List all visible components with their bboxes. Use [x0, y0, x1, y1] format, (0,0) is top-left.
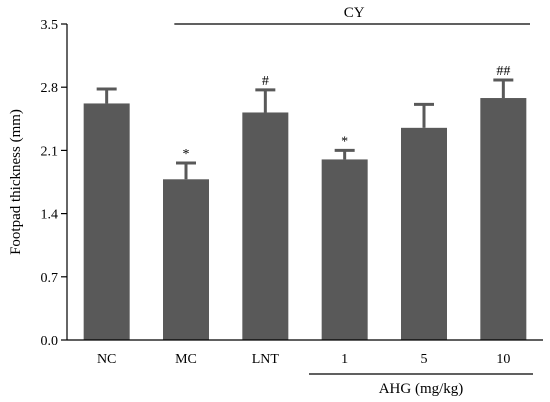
bars: * # * ##	[83, 64, 527, 340]
y-tick-label: 2.8	[41, 81, 59, 96]
x-axis: NC MC LNT 1 5 10	[67, 339, 543, 367]
significance-mark: *	[183, 147, 190, 162]
y-tick-label: 1.4	[41, 208, 59, 223]
group-brackets: CY AHG (mg/kg)	[174, 5, 533, 397]
y-tick-label: 0.0	[41, 334, 59, 349]
y-tick-label: 2.1	[41, 144, 59, 159]
x-tick-label: NC	[97, 352, 116, 367]
x-tick-label: 1	[341, 352, 348, 367]
significance-mark: *	[341, 134, 348, 149]
bar	[321, 159, 368, 340]
y-axis-title: Footpad thickness (mm)	[8, 109, 24, 255]
bar	[163, 179, 209, 340]
bar	[83, 103, 130, 340]
bar	[242, 112, 289, 340]
x-tick-label: MC	[175, 352, 197, 367]
bar	[480, 98, 527, 340]
x-tick-label: 10	[496, 352, 510, 367]
ahg-group-label: AHG (mg/kg)	[379, 381, 464, 397]
bar	[401, 127, 447, 340]
y-axis: 0.0 0.7 1.4 2.1 2.8 3.5	[41, 18, 68, 349]
x-tick-label: 5	[421, 352, 428, 367]
y-tick-label: 0.7	[41, 271, 59, 286]
y-tick-label: 3.5	[41, 18, 59, 33]
x-tick-label: LNT	[252, 352, 280, 367]
significance-mark: ##	[496, 64, 510, 79]
significance-mark: #	[262, 74, 269, 89]
cy-group-label: CY	[344, 5, 365, 21]
